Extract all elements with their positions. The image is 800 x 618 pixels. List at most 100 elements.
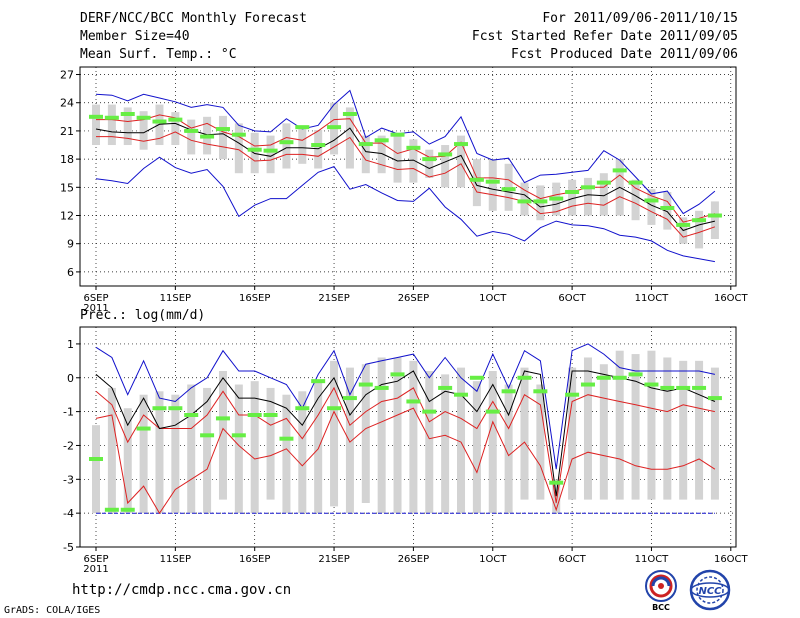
temp-observed-mark [660, 205, 675, 210]
temp-observed-mark [168, 117, 183, 122]
temp-member-range-bar [488, 159, 497, 211]
temp-observed-mark [104, 115, 119, 120]
temp-observed-mark [549, 196, 564, 201]
temp-ytick-label: 9 [67, 238, 74, 251]
website-url[interactable]: http://cmdp.ncc.cma.gov.cn [72, 582, 292, 598]
temp-member-range-bar [218, 115, 227, 160]
prec-observed-mark [279, 436, 294, 441]
temp-observed-mark [120, 111, 135, 116]
prec-member-range-bar [298, 391, 307, 514]
prec-observed-mark [390, 372, 405, 377]
prec-member-range-bar [631, 354, 640, 500]
prec-observed-mark [549, 480, 564, 485]
prec-observed-mark [120, 507, 135, 512]
prec-member-range-bar [647, 350, 656, 500]
prec-member-range-bar [409, 360, 418, 514]
prec-ytick-label: -4 [63, 507, 74, 520]
temp-observed-mark [374, 138, 389, 143]
prec-member-range-bar [203, 387, 212, 514]
temp-observed-mark [327, 125, 342, 130]
prec-ytick-label: -1 [63, 406, 74, 419]
temp-xtick-label: 6OCT [558, 293, 586, 304]
temp-observed-mark [565, 190, 580, 195]
prec-ytick-label: -5 [63, 541, 74, 554]
prec-observed-mark [612, 375, 627, 380]
temp-ensemble-mean-line [95, 122, 716, 232]
prec-member-range-bar [472, 381, 481, 514]
prec-member-range-bar [663, 357, 672, 500]
prec-member-range-bar [520, 367, 529, 500]
prec-member-range-bar [488, 371, 497, 514]
temp-observed-mark [596, 180, 611, 185]
temp-member-range-bar [568, 179, 577, 216]
temp-observed-mark [295, 125, 310, 130]
temp-member-range-bar [647, 189, 656, 225]
temp-lower-spread-line [96, 131, 716, 238]
prec-member-range-bar [266, 387, 275, 500]
prec-observed-mark [517, 375, 532, 380]
temp-xtick-label: 16OCT [714, 293, 749, 304]
prec-observed-mark [327, 406, 342, 411]
prec-member-range-bar [345, 367, 354, 514]
prec-member-range-bar [155, 391, 164, 514]
prec-member-range-bar [250, 381, 259, 514]
prec-observed-mark [406, 399, 421, 404]
prec-observed-mark [485, 409, 500, 414]
prec-observed-mark [676, 385, 691, 390]
temp-member-range-bar [457, 135, 466, 188]
prec-member-range-bar [107, 387, 116, 514]
prec-observed-mark [438, 385, 453, 390]
temp-observed-mark [644, 198, 659, 203]
temp-observed-mark [676, 222, 691, 227]
prec-observed-mark [707, 396, 722, 401]
prec-observed-mark [247, 413, 262, 417]
temp-member-range-bar [599, 173, 608, 216]
prec-member-range-bar [599, 364, 608, 500]
prec-xtick-label: 11OCT [635, 554, 670, 565]
temp-member-range-bar [361, 135, 370, 174]
temp-member-range-bar [377, 135, 386, 174]
prec-member-range-bar [710, 367, 719, 500]
prec-member-range-bar [425, 371, 434, 514]
prec-plot-frame [79, 326, 737, 548]
ncc-logo: NCC [688, 568, 732, 612]
temp-upper-extreme-line [95, 89, 716, 215]
temp-observed-mark [501, 187, 516, 192]
temp-observed-mark [692, 218, 707, 223]
prec-observed-mark [469, 375, 484, 380]
temp-member-range-bar [187, 119, 196, 155]
temp-member-range-bar [139, 111, 148, 150]
prec-observed-mark [263, 413, 278, 417]
temp-member-range-bar [441, 145, 450, 188]
prec-xtick-label: 21SEP [318, 554, 349, 565]
prec-observed-mark [596, 375, 611, 380]
prec-upper-spread-line [95, 386, 716, 504]
temp-member-range-bar [298, 129, 307, 164]
temp-observed-mark [406, 145, 421, 150]
grads-credit: GrADS: COLA/IGES [4, 605, 101, 616]
temp-xtick-label: 16SEP [239, 293, 270, 304]
temp-member-range-bar [171, 112, 180, 146]
temp-lower-extreme-line [95, 156, 715, 263]
temp-ytick-label: 27 [60, 69, 74, 82]
prec-ytick-label: -3 [63, 473, 74, 486]
temp-member-range-bar [425, 149, 434, 178]
temp-member-range-bar [472, 159, 481, 207]
forecast-produced: Fcst Produced Date 2011/09/06 [511, 47, 738, 62]
prec-observed-mark [104, 507, 119, 512]
prec-ytick-label: -2 [63, 439, 74, 452]
temp-observed-mark [485, 179, 500, 184]
temp-observed-mark [422, 157, 437, 162]
temp-observed-mark [612, 168, 627, 173]
forecast-period: For 2011/09/06-2011/10/15 [542, 11, 738, 26]
prec-observed-mark [628, 372, 643, 377]
prec-observed-mark [311, 379, 326, 384]
prec-member-range-bar [92, 425, 100, 514]
prec-member-range-bar [330, 360, 339, 507]
prec-xtick-label: 6SEP [83, 554, 108, 565]
temp-observed-mark [263, 148, 278, 153]
temp-member-range-bar [695, 210, 704, 249]
temp-observed-mark [342, 111, 357, 116]
member-size: Member Size=40 [80, 29, 190, 44]
